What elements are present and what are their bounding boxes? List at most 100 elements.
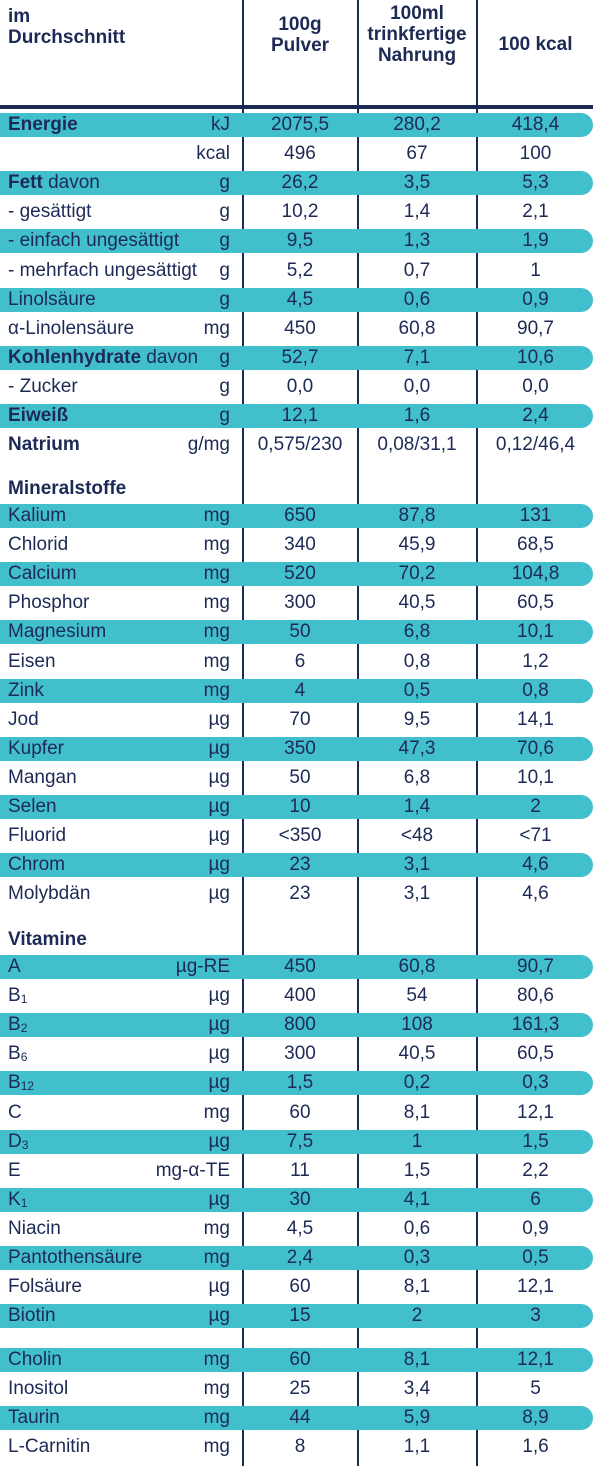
value-per-100ml: 2 [411,1305,423,1327]
value-per-100kcal: 161,3 [511,1014,560,1036]
value-per-100g: 4,5 [286,288,314,310]
row-label-bold: Natrium [8,434,80,456]
row-label: Folsäure [8,1276,82,1298]
row-band [0,736,593,761]
row-label: Fett davon [8,169,100,197]
table-row: Fett davon g 26,2 3,5 5,3 [0,169,593,197]
value-per-100g: 26,2 [281,172,319,194]
value-per-100kcal: 2,4 [522,405,549,426]
value-per-100g: 50 [289,766,311,788]
table-row: B12 µg 1,5 0,2 0,3 [0,1069,593,1097]
row-band [0,1071,593,1096]
value-per-100ml: 6,8 [403,621,431,643]
value-per-100ml: 0,2 [403,1072,431,1094]
row-label: - mehrfach ungesättigt [8,259,198,281]
row-label: A [8,956,21,977]
row-unit: mg [203,563,230,585]
table-row: Magnesium mg 50 6,8 10,1 [0,618,593,646]
value-per-100kcal: 10,6 [517,346,554,368]
value-per-100kcal: <71 [519,825,552,847]
row-label: - Zucker [8,375,78,397]
value-per-100ml: 54 [406,985,428,1007]
table-row: Taurin mg 44 5,9 8,9 [0,1404,593,1432]
value-per-100ml: 45,9 [398,534,436,556]
table-row: Selen µg 10 1,4 2 [0,793,593,821]
table-row: Pantothensäure mg 2,4 0,3 0,5 [0,1244,593,1272]
row-unit: µg [208,985,230,1007]
table-row: L-Carnitin mg 8 1,1 1,6 [0,1433,593,1461]
value-per-100g: 10,2 [281,201,319,223]
row-unit: mg [203,1247,230,1268]
row-unit: µg [208,1305,230,1327]
row-unit: µg [208,796,230,817]
table-row: Kalium mg 650 87,8 131 [0,502,593,530]
row-label: - gesättigt [8,201,92,223]
value-per-100kcal: 10,1 [517,766,554,788]
row-unit: mg [203,621,230,643]
value-per-100ml: 1,4 [403,201,431,223]
header-col-powder-line: 100g [278,14,322,35]
table-row: B2 µg 800 108 161,3 [0,1011,593,1039]
row-band [0,620,593,645]
value-per-100g: 450 [284,956,316,977]
table-row: Mangan µg 50 6,8 10,1 [0,764,593,792]
value-per-100kcal: 418,4 [511,114,560,135]
row-label: Zink [8,679,44,701]
value-per-100ml: 280,2 [393,114,441,135]
value-per-100kcal: 100 [519,143,552,165]
table-row: Jod µg 70 9,5 14,1 [0,706,593,734]
value-per-100kcal: 4,6 [522,854,549,876]
row-unit: mg [203,1101,230,1123]
value-per-100g: 30 [289,1188,311,1210]
row-label: - einfach ungesättigt [8,230,180,252]
value-per-100g: 50 [289,621,311,643]
value-per-100g: 450 [284,317,316,339]
value-per-100g: 60 [289,1276,311,1298]
value-per-100kcal: 14,1 [517,708,554,730]
table-row: Phosphor mg 300 40,5 60,5 [0,589,593,617]
value-per-100kcal: 0,12/46,4 [495,434,576,456]
value-per-100ml: <48 [400,825,434,847]
row-unit: g [219,172,230,194]
row-unit: mg [203,650,230,672]
value-per-100g: 44 [289,1407,311,1429]
header-col-ready-line: Nahrung [377,45,457,66]
value-per-100kcal: 1,9 [522,230,549,252]
row-unit: µg [208,1072,230,1094]
value-per-100ml: 1,6 [403,405,431,426]
row-unit: µg [208,1130,230,1152]
row-unit: kcal [196,143,230,165]
row-label: Selen [8,796,57,817]
row-band [0,678,593,703]
row-label-subscript: 1 [20,992,28,1007]
row-label: Kohlenhydrate davon [8,344,198,372]
table-row: Natrium g/mg 0,575/230 0,08/31,1 0,12/46,4 [0,431,593,459]
row-band [0,287,593,312]
row-unit: µg-RE [175,956,230,977]
value-per-100g: 11 [290,1159,310,1181]
value-per-100kcal: 6 [530,1188,541,1210]
value-per-100ml: 47,3 [398,737,436,759]
value-per-100g: 4 [294,679,306,701]
table-row: Linolsäure g 4,5 0,6 0,9 [0,286,593,314]
table-row: Zink mg 4 0,5 0,8 [0,677,593,705]
value-per-100g: 25 [289,1378,311,1400]
table-row: Kohlenhydrate davon g 52,7 7,1 10,6 [0,344,593,372]
value-per-100g: 6 [294,650,306,672]
value-per-100kcal: 70,6 [517,737,554,759]
row-label: B1 [8,985,28,1007]
row-label: Molybdän [8,883,91,905]
table-row: Folsäure µg 60 8,1 12,1 [0,1273,593,1301]
value-per-100kcal: 104,8 [511,563,560,585]
value-per-100ml: 0,0 [403,375,431,397]
value-per-100g: 4,5 [286,1217,314,1239]
value-per-100kcal: 68,5 [517,534,554,556]
row-label: Energie [8,111,78,139]
value-per-100g: 2,4 [286,1247,314,1268]
value-per-100kcal: 1,5 [522,1130,549,1152]
value-per-100kcal: 10,1 [517,621,554,643]
row-label: Fluorid [8,825,67,847]
row-unit: mg [203,534,230,556]
row-label: B2 [8,1014,28,1036]
value-per-100g: <350 [278,825,322,847]
